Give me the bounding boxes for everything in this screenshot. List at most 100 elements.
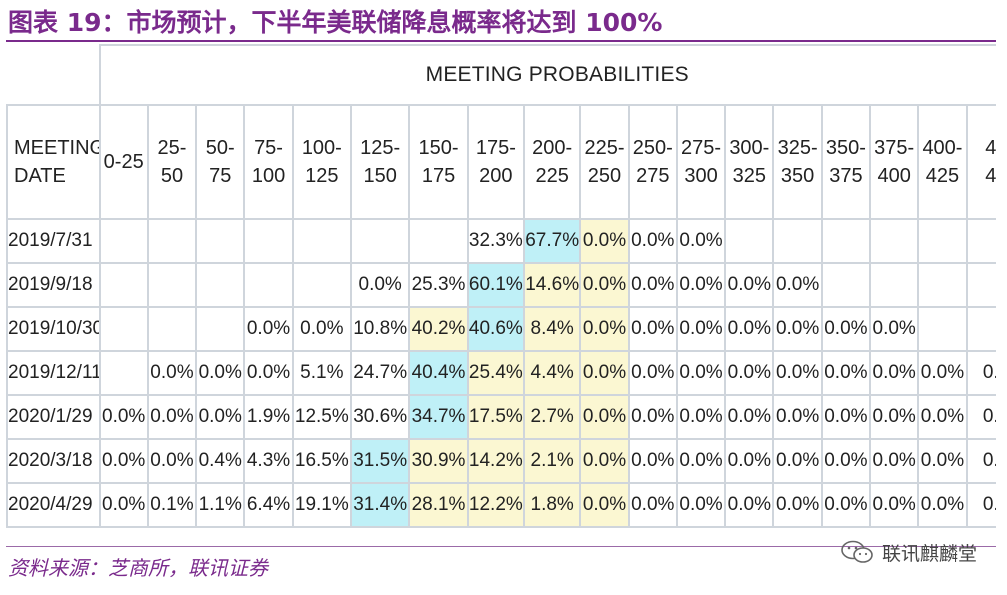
rate-range-header: 175- 200 <box>466 104 526 220</box>
probability-cell: 32.3% <box>466 218 526 264</box>
probability-cell: 0.0% <box>243 350 294 396</box>
probability-cell: 0.0% <box>917 350 968 396</box>
probability-cell: 0.0% <box>675 262 727 308</box>
rate-range-header-line2: 200 <box>479 165 513 187</box>
rate-range-header-line1: 400- <box>922 137 963 159</box>
probability-cell: 0.1% <box>146 482 198 528</box>
probability-cell: 1.9% <box>243 394 294 440</box>
rate-range-header-line2: 275 <box>636 165 670 187</box>
probability-cell: 0.0% <box>675 218 727 264</box>
probability-cell: 31.5% <box>349 438 411 484</box>
probability-cell: 0.0% <box>772 262 823 308</box>
probability-cell: 0.0% <box>820 350 872 396</box>
probability-cell: 14.6% <box>523 262 582 308</box>
rate-range-header-line1: 100- <box>301 137 342 159</box>
probability-cell: 12.5% <box>291 394 353 440</box>
probability-cell: 0.0% <box>724 350 775 396</box>
rate-range-header-line2: 375 <box>829 165 863 187</box>
rate-range-header-line1: 150- <box>418 137 459 159</box>
meeting-date-cell: 2019/7/31 <box>6 218 101 264</box>
probability-cell: 12.2% <box>466 482 526 528</box>
probability-cell: 25.3% <box>408 262 469 308</box>
meeting-date-header: MEETING DATE <box>6 104 101 220</box>
probability-cell: 40.2% <box>408 306 469 352</box>
probability-cell <box>408 218 469 264</box>
probability-cell: 0.0% <box>579 394 630 440</box>
probability-cell: 0.0% <box>820 438 872 484</box>
probability-cell: 0.0% <box>98 394 149 440</box>
probability-cell: 14.2% <box>466 438 526 484</box>
probability-cell: 0.0% <box>724 394 775 440</box>
probability-cell <box>291 262 353 308</box>
probability-cell: 34.7% <box>408 394 469 440</box>
rate-range-header-line2: 400 <box>877 165 911 187</box>
rate-range-header: 50- 75 <box>195 104 246 220</box>
probability-cell <box>965 218 996 264</box>
meeting-date-cell: 2020/1/29 <box>6 394 101 440</box>
probability-cell: 0.0% <box>675 350 727 396</box>
probability-cell: 40.4% <box>408 350 469 396</box>
rate-range-header: 325- 350 <box>772 104 823 220</box>
probability-cell <box>724 218 775 264</box>
probability-cell: 0.0% <box>349 262 411 308</box>
probability-cell: 0.0% <box>917 482 968 528</box>
meeting-date-header-line2: DATE <box>14 165 66 187</box>
probability-cell: 0.0% <box>195 394 246 440</box>
rate-range-header: 100- 125 <box>291 104 353 220</box>
table-row: 2019/9/18 0.0% 25.3% 60.1% 14.6% 0.0% 0.0% 0.0%… <box>6 262 996 308</box>
rate-range-header-line2: 250 <box>587 165 622 187</box>
probability-cell: 28.1% <box>408 482 469 528</box>
probability-cell: 0.0% <box>291 306 353 352</box>
meeting-probabilities-table: MEETING PROBABILITIES MEETING DATE 0-25 2… <box>6 44 996 528</box>
probability-cell: 0.0% <box>869 394 920 440</box>
probability-cell <box>195 218 246 264</box>
rate-range-header-line1: 225- <box>584 137 625 159</box>
rate-range-header-line2: 175 <box>421 165 456 187</box>
table-row: 2019/10/30 0.0% 0.0% 10.8% 40.2% 40.6% 8.4% 0.0… <box>6 306 996 352</box>
probability-cell: 0.0% <box>579 262 630 308</box>
probability-cell: 0. <box>965 482 996 528</box>
probability-cell: 0.0% <box>579 218 630 264</box>
probability-cell: 0.0% <box>98 438 149 484</box>
probability-cell: 0.0% <box>195 350 246 396</box>
meeting-date-cell: 2019/9/18 <box>6 262 101 308</box>
probability-cell: 0.0% <box>675 306 727 352</box>
probability-cell: 0.0% <box>627 262 678 308</box>
probability-cell <box>146 218 198 264</box>
rate-range-header-line1: 25- <box>157 137 187 159</box>
rate-range-header-line1: 0-25 <box>103 151 144 173</box>
source-note: 资料来源：芝商所，联讯证券 <box>8 556 268 580</box>
probability-cell <box>98 350 149 396</box>
probability-cell <box>291 218 353 264</box>
probability-cell <box>869 218 920 264</box>
probability-cell: 0.0% <box>917 438 968 484</box>
probability-cell <box>243 218 294 264</box>
probability-cell: 24.7% <box>349 350 411 396</box>
table-row: 2020/1/29 0.0% 0.0% 0.0% 1.9% 12.5% 30.6% 34.7%… <box>6 394 996 440</box>
title-divider <box>6 40 996 42</box>
rate-range-header-line1: 375- <box>874 137 915 159</box>
meeting-date-cell: 2019/12/11 <box>6 350 101 396</box>
bottom-divider <box>6 546 996 547</box>
probability-cell: 4.3% <box>243 438 294 484</box>
probability-cell: 0.0% <box>724 438 775 484</box>
probability-cell: 0.0% <box>772 482 823 528</box>
figure-title: 图表 19：市场预计，下半年美联储降息概率将达到 100% <box>8 8 663 37</box>
probability-cell: 0.0% <box>675 482 727 528</box>
rate-range-header: 275- 300 <box>675 104 727 220</box>
rate-range-header-line1: 75- <box>254 137 283 159</box>
probability-cell: 0.0% <box>820 394 872 440</box>
rate-range-header: 0-25 <box>98 104 149 220</box>
probability-cell: 0.0% <box>772 394 823 440</box>
probability-cell <box>965 306 996 352</box>
probability-cell <box>917 306 968 352</box>
probability-cell: 0.0% <box>675 438 727 484</box>
probability-cell: 0.0% <box>869 350 920 396</box>
probability-cell: 0.0% <box>627 394 678 440</box>
rate-range-header: 375- 400 <box>869 104 920 220</box>
probability-cell: 30.9% <box>408 438 469 484</box>
probability-cell <box>869 262 920 308</box>
probability-cell: 67.7% <box>523 218 582 264</box>
probability-cell: 0.0% <box>627 306 678 352</box>
probability-cell: 0.0% <box>820 306 872 352</box>
